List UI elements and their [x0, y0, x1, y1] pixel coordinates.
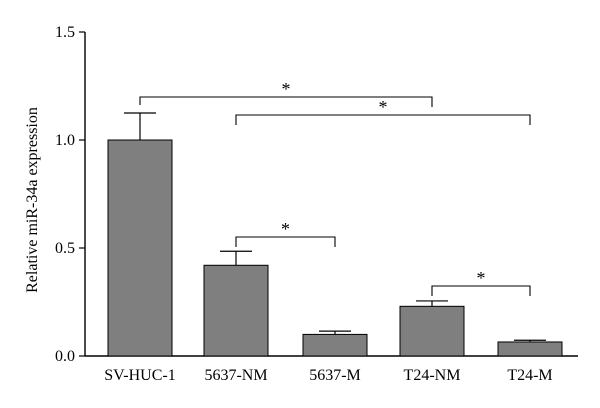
significance-star: * [281, 219, 290, 239]
significance-star: * [282, 79, 291, 99]
significance-bracket [431, 285, 531, 296]
y-tick-label: 0.0 [55, 348, 75, 365]
x-tick-label: T24-M [507, 367, 552, 384]
bar-t24-nm [399, 305, 465, 357]
bar-sv-huc-1 [107, 139, 173, 357]
significance-star: * [477, 268, 486, 288]
significance-bracket [139, 96, 433, 107]
x-tick-label: T24-NM [404, 367, 461, 384]
y-tick-label: 1.5 [55, 24, 75, 41]
significance-bracket [235, 236, 336, 247]
bar-5637-m [302, 333, 368, 357]
bars [107, 112, 563, 357]
x-axis: SV-HUC-1 5637-NM 5637-M T24-NM T24-M [85, 355, 578, 384]
x-tick-label: SV-HUC-1 [104, 367, 175, 384]
significance-brackets: * * * * [139, 79, 531, 296]
bar-5637-nm [203, 264, 269, 357]
y-axis-label: Relative miR-34a expression [24, 107, 41, 293]
significance-bracket [235, 114, 531, 125]
x-tick-label: 5637-M [309, 367, 361, 384]
x-tick-label: 5637-NM [204, 367, 267, 384]
y-tick-label: 1.0 [55, 132, 75, 149]
y-tick-label: 0.5 [55, 240, 75, 257]
y-axis: 0.0 0.5 1.0 1.5 [55, 24, 86, 365]
significance-star: * [379, 97, 388, 117]
bar-t24-m [497, 341, 563, 357]
